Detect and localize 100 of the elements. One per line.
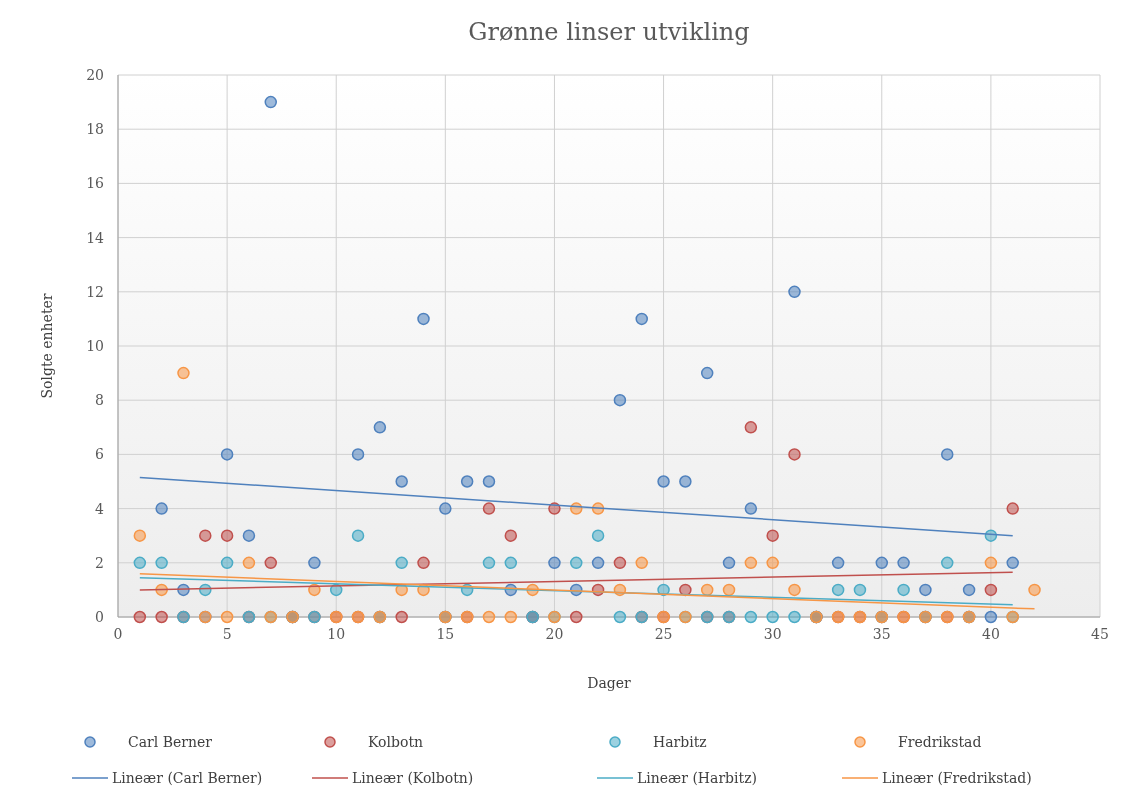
x-tick-label: 30 bbox=[763, 626, 782, 642]
point bbox=[199, 529, 212, 542]
point bbox=[788, 285, 801, 299]
y-tick-label: 16 bbox=[86, 175, 105, 192]
point bbox=[897, 556, 910, 570]
x-tick-label: 20 bbox=[545, 626, 564, 642]
point bbox=[220, 529, 234, 542]
x-tick-label: 25 bbox=[654, 626, 673, 642]
point bbox=[242, 556, 256, 570]
legend-label: Lineær (Kolbotn) bbox=[352, 770, 474, 786]
point bbox=[220, 448, 234, 461]
legend-label: Lineær (Harbitz) bbox=[637, 770, 757, 786]
point bbox=[722, 583, 736, 597]
point bbox=[700, 583, 714, 597]
x-axis-title: Dager bbox=[587, 675, 632, 691]
point bbox=[788, 610, 801, 624]
y-tick-label: 2 bbox=[95, 554, 104, 571]
point bbox=[962, 583, 976, 597]
point bbox=[613, 610, 627, 624]
point bbox=[482, 610, 496, 624]
x-tick-label: 5 bbox=[222, 626, 232, 642]
point bbox=[373, 421, 387, 434]
point bbox=[831, 556, 845, 570]
point bbox=[613, 393, 627, 407]
y-tick-label: 10 bbox=[86, 338, 104, 354]
point bbox=[940, 448, 954, 461]
point bbox=[177, 366, 190, 380]
point bbox=[875, 556, 889, 570]
point bbox=[220, 610, 234, 624]
point bbox=[744, 610, 758, 624]
legend-label: Fredrikstad bbox=[898, 734, 982, 750]
point bbox=[1006, 556, 1019, 570]
point bbox=[351, 448, 365, 461]
point bbox=[613, 583, 627, 597]
point bbox=[788, 448, 801, 461]
legend-label: Lineær (Fredrikstad) bbox=[882, 770, 1032, 786]
point bbox=[548, 556, 561, 570]
point bbox=[570, 610, 583, 624]
y-tick-label: 14 bbox=[86, 229, 105, 246]
point bbox=[984, 583, 998, 597]
point bbox=[155, 556, 168, 570]
x-tick-label: 15 bbox=[436, 626, 455, 642]
y-tick-label: 6 bbox=[95, 446, 105, 463]
point bbox=[133, 610, 147, 624]
point bbox=[788, 583, 801, 597]
point bbox=[242, 529, 256, 542]
y-tick-label: 8 bbox=[95, 392, 104, 409]
point bbox=[744, 556, 758, 570]
point bbox=[155, 502, 168, 515]
point bbox=[417, 312, 430, 326]
point bbox=[133, 529, 147, 542]
y-tick-label: 12 bbox=[86, 283, 104, 300]
legend-label: Kolbotn bbox=[368, 734, 424, 750]
point bbox=[744, 421, 758, 434]
point bbox=[482, 556, 496, 570]
point bbox=[1006, 502, 1019, 515]
point bbox=[264, 556, 278, 570]
point bbox=[700, 366, 714, 380]
point bbox=[766, 556, 779, 570]
x-tick-label: 35 bbox=[872, 626, 891, 642]
point bbox=[460, 475, 474, 488]
point bbox=[133, 556, 147, 570]
point bbox=[744, 502, 758, 515]
x-tick-label: 45 bbox=[1091, 626, 1109, 642]
point bbox=[635, 312, 648, 326]
point bbox=[853, 583, 867, 597]
point bbox=[417, 556, 430, 570]
point bbox=[264, 95, 278, 109]
point bbox=[395, 475, 408, 488]
point bbox=[984, 556, 998, 570]
point bbox=[395, 610, 408, 624]
point bbox=[504, 529, 518, 542]
point bbox=[940, 556, 954, 570]
legend-label: Carl Berner bbox=[128, 734, 213, 750]
legend-label: Lineær (Carl Berner) bbox=[112, 770, 263, 786]
point bbox=[722, 556, 736, 570]
point bbox=[220, 556, 234, 570]
point bbox=[591, 556, 605, 570]
x-tick-label: 0 bbox=[113, 626, 123, 642]
x-tick-label: 10 bbox=[327, 626, 346, 642]
point bbox=[351, 529, 365, 542]
point bbox=[679, 475, 692, 488]
point bbox=[613, 556, 627, 570]
point bbox=[766, 610, 779, 624]
point bbox=[1028, 583, 1041, 597]
y-tick-label: 4 bbox=[95, 500, 105, 517]
point bbox=[591, 529, 605, 542]
y-tick-label: 0 bbox=[95, 609, 104, 625]
legend-label: Harbitz bbox=[653, 734, 707, 750]
point bbox=[984, 610, 998, 624]
y-axis-title: Solgte enheter bbox=[39, 293, 55, 399]
point bbox=[570, 556, 583, 570]
point bbox=[919, 583, 932, 597]
point bbox=[504, 610, 518, 624]
point bbox=[897, 583, 910, 597]
point bbox=[766, 529, 779, 542]
point bbox=[482, 502, 496, 515]
point bbox=[657, 475, 670, 488]
point bbox=[831, 583, 845, 597]
point bbox=[504, 556, 518, 570]
